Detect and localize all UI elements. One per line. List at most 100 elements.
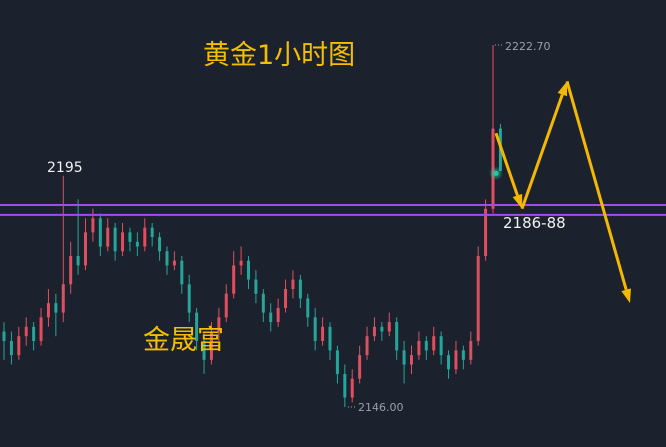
candle-body <box>335 350 339 374</box>
watermark: 金晟富 <box>143 325 224 356</box>
candle <box>98 213 102 256</box>
candle-body <box>76 255 80 266</box>
candle <box>372 317 376 341</box>
candle-body <box>350 378 354 398</box>
low-price-label: 2146.00 <box>358 401 404 414</box>
candle <box>106 218 110 252</box>
candle-body <box>46 303 50 318</box>
candle <box>61 175 65 323</box>
candle-body <box>135 241 139 247</box>
candle <box>217 307 221 341</box>
candle-body <box>365 336 369 356</box>
candle <box>469 331 473 365</box>
projection-arrows <box>494 80 631 304</box>
candle-body <box>128 232 132 242</box>
candle-body <box>69 255 73 285</box>
candle-body <box>187 284 191 313</box>
candle-body <box>143 227 147 247</box>
candle <box>202 331 206 374</box>
candle-body <box>432 336 436 351</box>
candle <box>91 208 95 242</box>
candle <box>76 199 80 275</box>
current-price-dot <box>493 170 499 176</box>
candle <box>254 270 258 304</box>
candle-body <box>276 307 280 323</box>
candle-body <box>106 227 110 247</box>
candle <box>417 331 421 360</box>
candle-body <box>424 340 428 351</box>
candle-body <box>209 331 213 360</box>
candle-body <box>387 322 391 332</box>
candle <box>476 246 480 346</box>
candle <box>17 326 21 360</box>
candle-body <box>291 279 295 290</box>
candle <box>195 307 199 351</box>
candle <box>69 241 73 294</box>
candle-body <box>239 260 243 266</box>
candle <box>187 274 191 323</box>
candle <box>143 218 147 252</box>
candle-body <box>484 208 488 256</box>
candle <box>180 255 184 294</box>
candle <box>380 322 384 341</box>
level-lines <box>0 166 666 216</box>
candle-body <box>158 237 162 252</box>
candle-body <box>165 251 169 266</box>
candle <box>350 369 354 403</box>
candle-body <box>224 293 228 318</box>
candle-body <box>461 350 465 360</box>
candle-body <box>54 303 58 313</box>
candle <box>150 222 154 247</box>
candle <box>172 251 176 271</box>
candle-body <box>343 373 347 398</box>
candle-body <box>476 255 480 341</box>
candle <box>24 317 28 346</box>
candle <box>410 345 413 374</box>
zone-label: 2186-88 <box>503 214 566 232</box>
candle-body <box>247 260 250 280</box>
peak-label: 2195 <box>47 160 83 176</box>
candle <box>32 322 36 351</box>
candle-body <box>84 232 87 266</box>
candle-body <box>439 336 443 356</box>
candle-body <box>172 260 176 266</box>
candle <box>165 246 169 275</box>
candle-body <box>121 232 125 252</box>
candle <box>239 246 243 275</box>
candle-body <box>180 260 184 285</box>
candle-body <box>150 227 154 238</box>
candle <box>2 322 6 360</box>
candle <box>291 270 295 299</box>
candle <box>343 364 347 408</box>
candle <box>39 307 43 346</box>
candle-body <box>395 322 399 351</box>
arrow-head <box>512 193 523 209</box>
candle-body <box>306 298 310 318</box>
candle <box>113 222 117 261</box>
candle <box>491 45 495 214</box>
candle-body <box>32 326 36 341</box>
candle-body <box>358 355 362 379</box>
candle <box>321 317 325 346</box>
arrow-head <box>557 81 568 97</box>
arrow-shaft <box>494 132 519 197</box>
candle-body <box>254 279 258 294</box>
candle-body <box>2 331 6 341</box>
candle <box>284 279 288 313</box>
candle <box>454 340 458 374</box>
high-price-label: 2222.70 <box>505 40 551 53</box>
candle-body <box>410 355 413 365</box>
candle <box>328 322 332 360</box>
candle <box>232 251 236 299</box>
candle-body <box>469 340 473 360</box>
arrow-shaft <box>520 94 564 210</box>
candle-body <box>91 218 95 233</box>
candle <box>447 350 451 379</box>
candle-body <box>417 340 421 356</box>
candle-body <box>202 340 206 360</box>
candle <box>46 289 50 327</box>
arrow-shaft <box>565 80 628 291</box>
candle <box>424 336 428 360</box>
arrow-head <box>621 288 631 304</box>
candle-body <box>454 350 458 370</box>
